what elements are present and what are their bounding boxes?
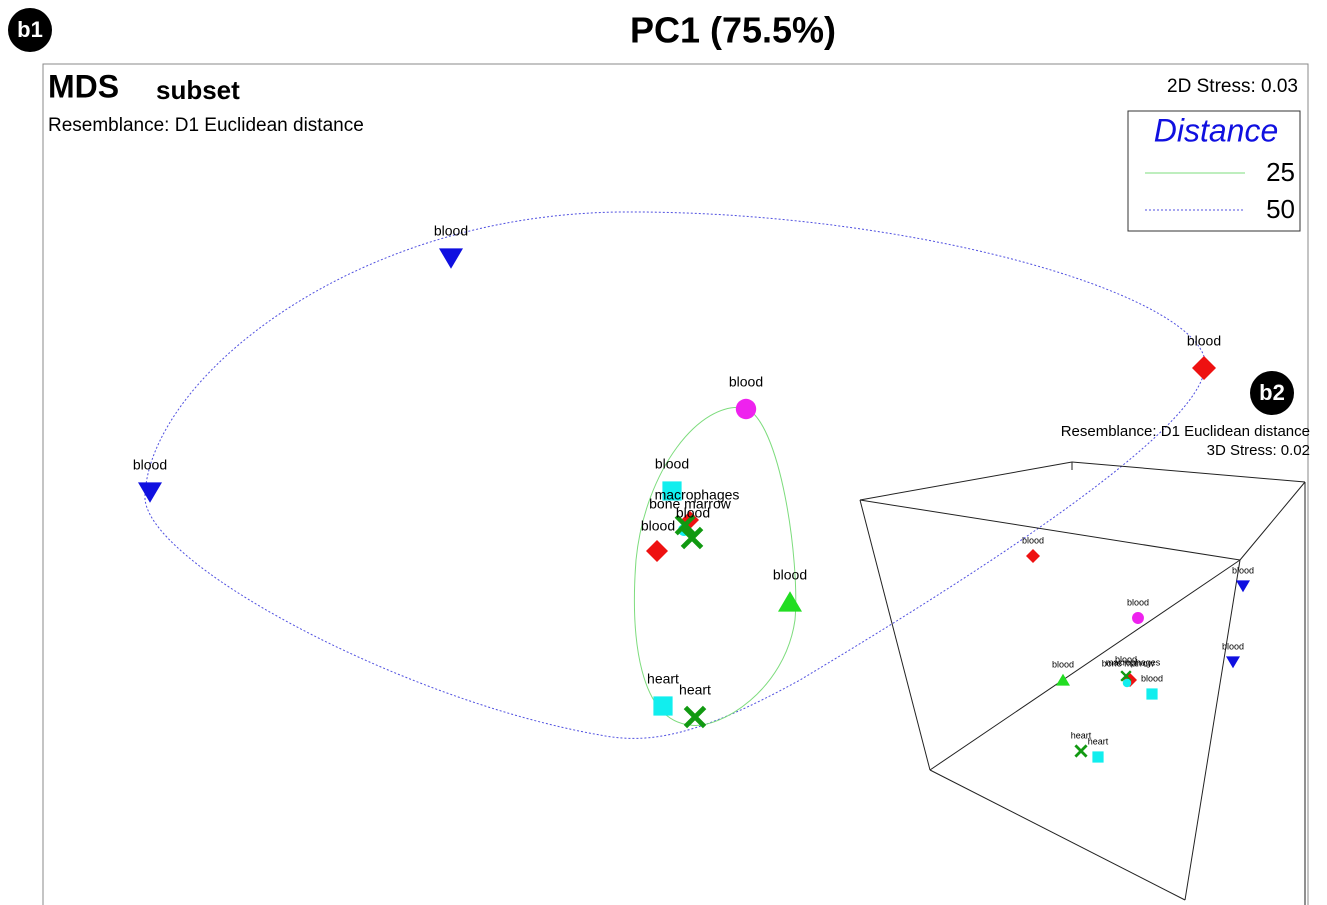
marker [683, 705, 707, 729]
marker [1026, 549, 1040, 563]
point-label: blood [434, 223, 468, 239]
point-label: blood [1141, 673, 1163, 683]
inset-resemblance: Resemblance: D1 Euclidean distance [1061, 423, 1310, 440]
cube [859, 461, 1306, 905]
point-label: blood [1187, 333, 1221, 349]
point-label: heart [1071, 730, 1092, 740]
legend-box [1127, 110, 1301, 232]
cluster-label: blood [676, 505, 710, 521]
marker [674, 514, 696, 536]
marker [680, 526, 704, 550]
point-label: heart [647, 671, 679, 687]
point-label: blood [773, 567, 807, 583]
point-label: blood [1052, 659, 1074, 669]
point-label: blood [133, 457, 167, 473]
panel-badge [8, 8, 52, 52]
point-label: blood [1022, 535, 1044, 545]
marker [1056, 673, 1070, 686]
cluster-label: blood [641, 518, 675, 534]
plot-subtitle: subset [156, 75, 240, 105]
panel-badge [1250, 371, 1294, 415]
marker [646, 540, 668, 562]
marker [653, 696, 673, 716]
stress: 2D Stress: 0.03 [1167, 76, 1298, 97]
point-label: heart [1088, 736, 1109, 746]
marker [1120, 670, 1132, 682]
inset-stress: 3D Stress: 0.02 [1207, 442, 1310, 459]
marker [1074, 744, 1088, 758]
marker [439, 248, 463, 269]
point-label: heart [679, 682, 711, 698]
legend-label: 25 [1266, 157, 1295, 187]
marker [1146, 688, 1158, 700]
panel-label: b2 [1259, 380, 1285, 405]
marker [1122, 678, 1132, 688]
marker [1092, 751, 1104, 763]
cluster-label: macrophages [655, 487, 740, 503]
marker [662, 481, 682, 501]
legend-title: Distance [1154, 112, 1279, 148]
point-label: blood [1232, 565, 1254, 575]
legend-label: 50 [1266, 194, 1295, 224]
plot-frame [42, 63, 1309, 905]
point-label: blood [1222, 641, 1244, 651]
point-label: blood [1127, 597, 1149, 607]
marker [735, 398, 757, 420]
plot-title: MDS [48, 68, 119, 104]
title: PC1 (75.5%) [630, 10, 836, 51]
panel-label: b1 [17, 17, 43, 42]
cluster-label: bone marrow [1102, 658, 1155, 668]
cluster-label: macrophages [1106, 657, 1161, 667]
cluster-contour [144, 211, 1206, 739]
cluster-label: bone marrow [649, 496, 732, 512]
marker [1192, 356, 1216, 380]
point-label: blood [655, 456, 689, 472]
marker [1236, 580, 1250, 593]
marker [138, 482, 162, 503]
marker [778, 591, 802, 612]
point-label: blood [729, 374, 763, 390]
marker [1226, 656, 1240, 669]
cluster-label: blood [1115, 654, 1137, 664]
marker [1132, 612, 1144, 624]
resemblance: Resemblance: D1 Euclidean distance [48, 115, 364, 136]
